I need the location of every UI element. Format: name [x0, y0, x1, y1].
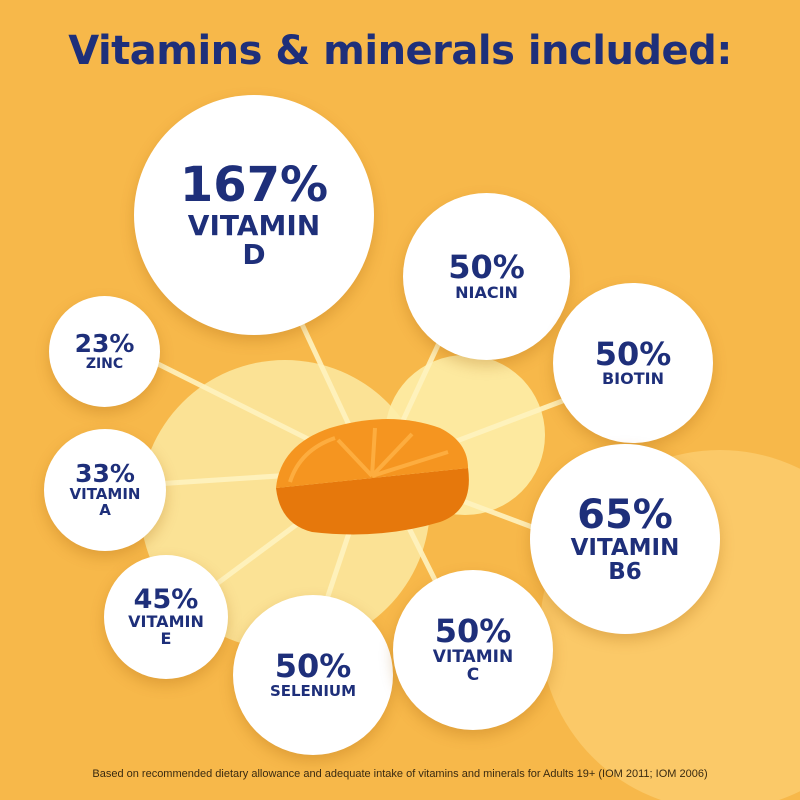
nutrient-circle-vitamin-a: 33% VITAMIN A — [44, 429, 166, 551]
zinc-label: ZINC — [85, 356, 124, 373]
vitamin-d-label: VITAMIN D — [187, 208, 321, 272]
gummy-side — [276, 468, 469, 535]
biotin-percent: 50% — [594, 334, 672, 373]
page-title: Vitamins & minerals included: — [68, 28, 732, 74]
vitamin-a-percent: 33% — [75, 459, 135, 489]
vitamin-c-label: VITAMIN C — [432, 646, 514, 685]
vitamin-b6-label: VITAMIN B6 — [570, 534, 680, 585]
vitamin-c-percent: 50% — [434, 612, 512, 651]
nutrient-circle-vitamin-b6: 65% VITAMIN B6 — [530, 444, 720, 634]
vitamin-a-label: VITAMIN A — [69, 485, 141, 520]
nutrient-circle-vitamin-e: 45% VITAMIN E — [104, 555, 228, 679]
selenium-percent: 50% — [274, 647, 352, 686]
niacin-percent: 50% — [448, 248, 525, 287]
niacin-label: NIACIN — [455, 282, 518, 302]
vitamin-e-percent: 45% — [133, 584, 199, 616]
vitamin-d-percent: 167% — [179, 157, 329, 214]
nutrient-circle-vitamin-d: 167% VITAMIN D — [134, 95, 374, 335]
nutrient-circle-niacin: 50% NIACIN — [403, 193, 570, 360]
zinc-percent: 23% — [74, 329, 135, 359]
nutrient-circle-selenium: 50% SELENIUM — [233, 595, 393, 755]
footnote: Based on recommended dietary allowance a… — [92, 768, 708, 780]
nutrient-circle-vitamin-c: 50% VITAMIN C — [393, 570, 553, 730]
nutrient-circle-biotin: 50% BIOTIN — [553, 283, 713, 443]
vitamin-b6-percent: 65% — [577, 491, 673, 538]
biotin-label: BIOTIN — [601, 369, 664, 389]
vitamin-e-label: VITAMIN E — [128, 612, 204, 649]
nutrient-circle-zinc: 23% ZINC — [49, 296, 160, 407]
selenium-label: SELENIUM — [269, 681, 357, 700]
